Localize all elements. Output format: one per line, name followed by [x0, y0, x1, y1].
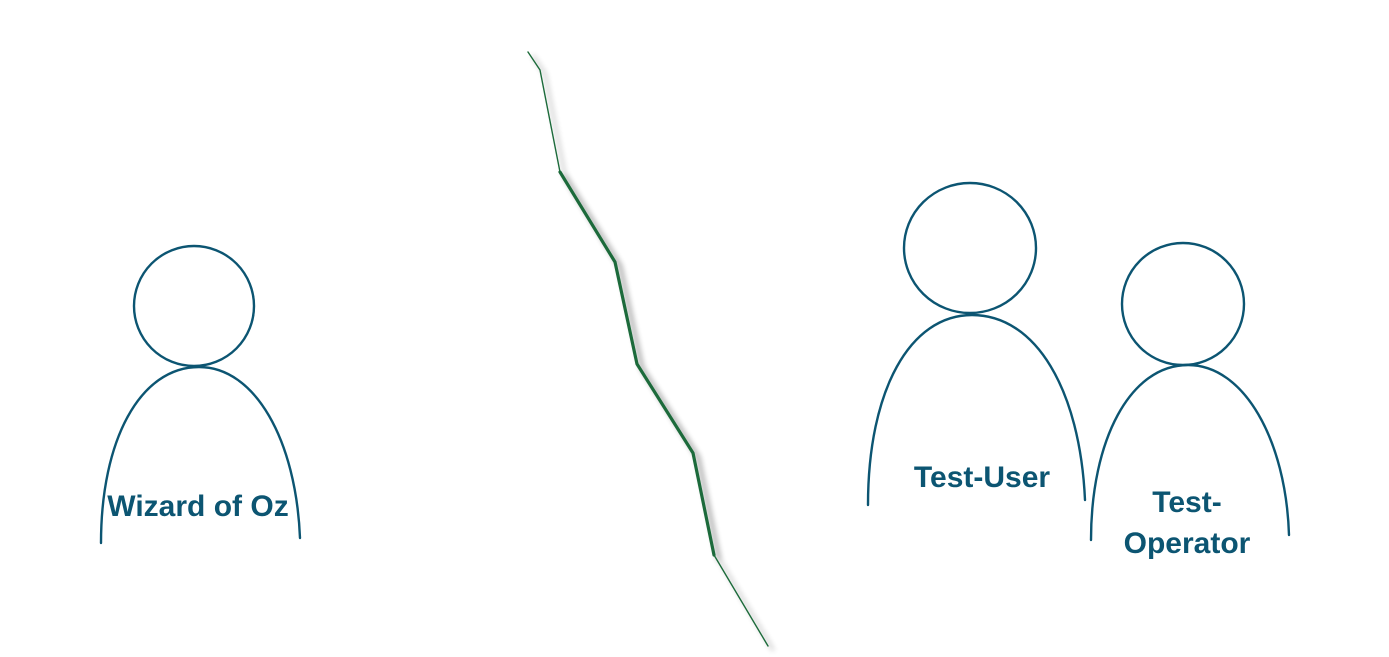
person-body — [866, 313, 1087, 507]
divider-crack — [527, 51, 769, 647]
person-head — [1120, 241, 1246, 367]
person-label-test-operator-line2: Operator — [1124, 527, 1251, 560]
person-test-operator: Test- Operator — [1089, 241, 1291, 560]
divider-crack-thin-bottom — [713, 554, 769, 647]
divider-crack-thick-middle — [558, 170, 716, 557]
divider-crack-thin-top — [527, 51, 561, 173]
person-label-test-user: Test-User — [914, 461, 1050, 494]
person-head — [902, 181, 1038, 315]
person-test-user: Test-User — [866, 181, 1087, 507]
person-label-test-operator-line1: Test- — [1152, 486, 1221, 519]
person-wizard-of-oz: Wizard of Oz — [99, 244, 302, 545]
person-label-wizard: Wizard of Oz — [107, 490, 288, 523]
person-body — [99, 365, 302, 545]
person-head — [132, 244, 256, 368]
person-body — [1089, 363, 1291, 542]
